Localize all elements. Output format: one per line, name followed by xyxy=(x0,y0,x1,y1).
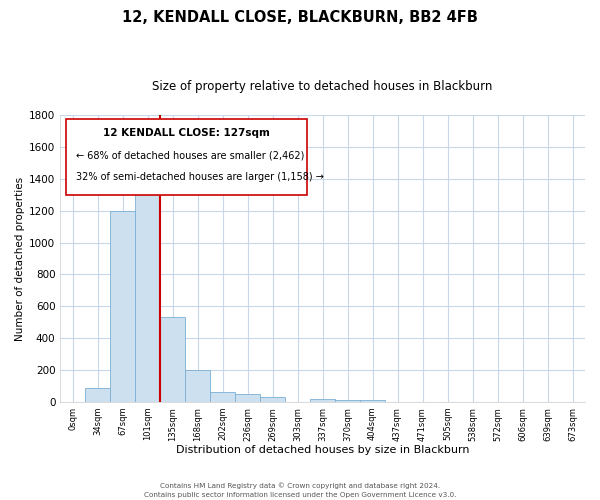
Title: Size of property relative to detached houses in Blackburn: Size of property relative to detached ho… xyxy=(152,80,493,93)
Text: 12, KENDALL CLOSE, BLACKBURN, BB2 4FB: 12, KENDALL CLOSE, BLACKBURN, BB2 4FB xyxy=(122,10,478,25)
Bar xyxy=(335,400,360,402)
Bar xyxy=(185,370,210,402)
Bar xyxy=(85,388,110,402)
Bar xyxy=(110,210,135,402)
Bar xyxy=(260,397,285,402)
Bar xyxy=(210,392,235,402)
Bar xyxy=(310,399,335,402)
Text: 12 KENDALL CLOSE: 127sqm: 12 KENDALL CLOSE: 127sqm xyxy=(103,128,269,138)
Text: Contains HM Land Registry data © Crown copyright and database right 2024.
Contai: Contains HM Land Registry data © Crown c… xyxy=(144,482,456,498)
Bar xyxy=(160,318,185,402)
Bar xyxy=(135,171,160,402)
Y-axis label: Number of detached properties: Number of detached properties xyxy=(15,176,25,340)
Text: ← 68% of detached houses are smaller (2,462): ← 68% of detached houses are smaller (2,… xyxy=(76,151,304,161)
Bar xyxy=(360,400,385,402)
Text: 32% of semi-detached houses are larger (1,158) →: 32% of semi-detached houses are larger (… xyxy=(76,172,324,182)
Bar xyxy=(235,394,260,402)
X-axis label: Distribution of detached houses by size in Blackburn: Distribution of detached houses by size … xyxy=(176,445,469,455)
FancyBboxPatch shape xyxy=(65,120,307,196)
